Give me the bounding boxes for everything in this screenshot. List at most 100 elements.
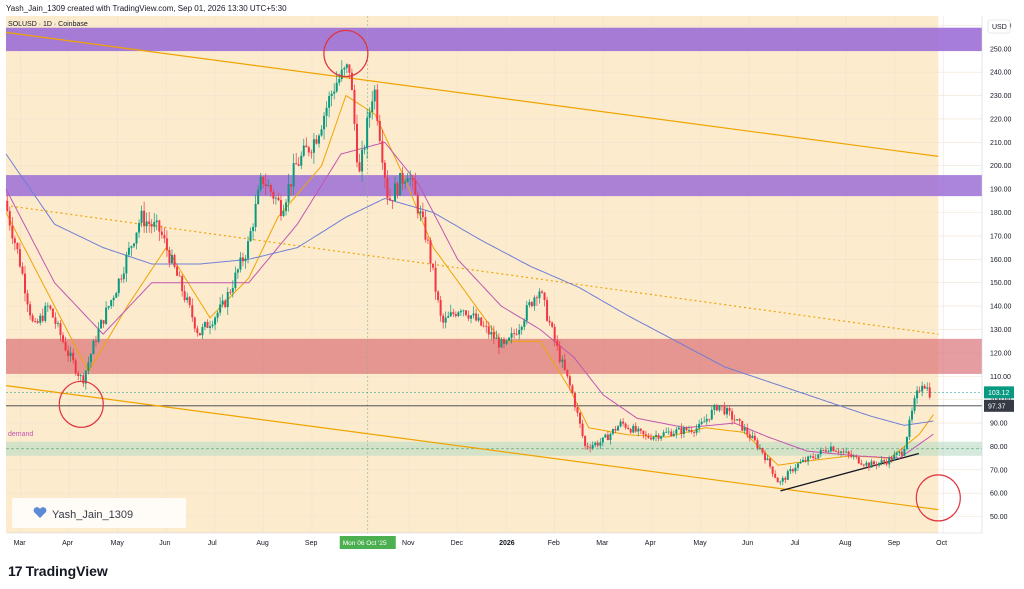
candle-body [396, 183, 399, 196]
y-tick-label: 90.00 [990, 421, 1008, 428]
candle-body [340, 69, 343, 80]
candle-body [168, 250, 171, 264]
x-tick-label: Nov [402, 540, 415, 547]
candle-body [252, 226, 255, 232]
candle-body [472, 313, 475, 316]
candle-body [553, 326, 556, 341]
candle-body [672, 433, 675, 437]
candle-body [753, 435, 756, 441]
candle-body [687, 429, 690, 431]
candle-body [644, 434, 647, 436]
candle-body [695, 428, 698, 433]
candle-body [718, 405, 721, 411]
candle-body [328, 96, 331, 108]
candle-body [18, 249, 21, 267]
candle-body [464, 310, 467, 316]
candle-body [867, 462, 870, 468]
candle-body [178, 275, 181, 277]
candle-body [911, 410, 914, 420]
candle-body [662, 432, 665, 437]
zone-band [6, 338, 982, 374]
candle-body [632, 425, 635, 433]
candle-body [913, 398, 916, 411]
candle-body [769, 458, 772, 467]
candle-body [541, 291, 544, 293]
candle-body [548, 320, 551, 323]
candle-body [201, 327, 204, 336]
candle-body [802, 459, 805, 462]
candle-body [452, 312, 455, 315]
candle-body [728, 408, 731, 412]
candle-body [723, 405, 726, 415]
candle-body [383, 162, 386, 178]
candle-body [495, 337, 498, 339]
candle-body [551, 322, 554, 327]
candle-body [454, 314, 457, 316]
candle-body [125, 254, 128, 274]
x-tick-label: May [693, 540, 707, 547]
y-tick-label: 70.00 [990, 467, 1008, 474]
candle-body [467, 315, 470, 319]
candle-body [122, 273, 125, 280]
candle-body [807, 456, 810, 462]
tradingview-logo-icon: 17 [8, 563, 23, 579]
y-tick-label: 160.00 [990, 257, 1012, 264]
candle-body [710, 409, 713, 420]
heart-icon [33, 507, 47, 518]
candle-body [267, 185, 270, 187]
candle-body [366, 117, 369, 149]
candle-body [323, 115, 326, 130]
candle-body [279, 200, 282, 216]
candle-body [568, 376, 571, 386]
candle-body [236, 269, 239, 273]
candle-body [855, 456, 858, 458]
candle-body [439, 300, 442, 316]
candle-body [297, 164, 300, 166]
x-tick-label: Jul [790, 540, 799, 547]
price-chart[interactable]: demand SOLUSD · 1D · Coinbase Yash_Jain_13… [0, 0, 1024, 560]
tradingview-brand[interactable]: 17 TradingView [8, 563, 108, 579]
candle-body [79, 375, 82, 376]
candle-body [249, 231, 252, 242]
candle-body [779, 481, 782, 483]
candle-body [259, 176, 262, 190]
y-tick-label: 250.00 [990, 46, 1012, 53]
candle-body [112, 297, 115, 301]
candle-body [675, 429, 678, 434]
candle-body [399, 172, 402, 196]
candle-body [477, 317, 480, 321]
candle-body [741, 420, 744, 431]
candle-body [698, 423, 701, 429]
candle-body [191, 305, 194, 318]
price-label: 97.37 [988, 403, 1006, 410]
candle-body [143, 210, 146, 227]
candle-body [449, 312, 452, 317]
candle-body [150, 224, 153, 227]
candle-body [158, 220, 161, 232]
candle-body [847, 451, 850, 455]
candle-body [87, 362, 90, 371]
candle-body [290, 184, 293, 187]
candle-body [361, 149, 364, 172]
candle-body [416, 194, 419, 214]
candle-body [505, 340, 508, 344]
y-tick-label: 170.00 [990, 233, 1012, 240]
candle-body [761, 448, 764, 453]
candle-body [784, 477, 787, 480]
price-label: 103.12 [988, 390, 1010, 397]
candle-body [132, 243, 135, 247]
candle-body [148, 221, 151, 225]
candle-body [708, 418, 711, 420]
candle-body [13, 238, 16, 243]
candle-body [345, 64, 348, 68]
candle-body [67, 350, 70, 357]
candle-body [921, 385, 924, 392]
y-tick-label: 220.00 [990, 116, 1012, 123]
candle-body [827, 451, 830, 453]
candle-body [229, 292, 232, 293]
candle-body [338, 79, 341, 83]
candle-body [102, 320, 105, 324]
candle-body [211, 324, 214, 327]
highlight-circle [915, 474, 961, 522]
price-label-bg [984, 399, 1014, 412]
